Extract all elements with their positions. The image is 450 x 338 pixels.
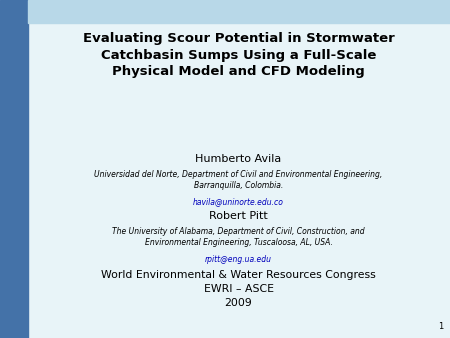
Bar bbox=[0, 0, 28, 338]
Text: rpitt@eng.ua.edu: rpitt@eng.ua.edu bbox=[205, 255, 272, 264]
Text: The University of Alabama, Department of Civil, Construction, and
Environmental : The University of Alabama, Department of… bbox=[112, 227, 365, 247]
Bar bbox=[28, 0, 450, 23]
Text: Evaluating Scour Potential in Stormwater
Catchbasin Sumps Using a Full-Scale
Phy: Evaluating Scour Potential in Stormwater… bbox=[83, 32, 394, 78]
Text: havila@uninorte.edu.co: havila@uninorte.edu.co bbox=[193, 197, 284, 206]
Text: Humberto Avila: Humberto Avila bbox=[195, 154, 282, 164]
Text: 1: 1 bbox=[438, 321, 443, 331]
Text: World Environmental & Water Resources Congress
EWRI – ASCE
2009: World Environmental & Water Resources Co… bbox=[101, 270, 376, 308]
Text: Robert Pitt: Robert Pitt bbox=[209, 211, 268, 221]
Text: Universidad del Norte, Department of Civil and Environmental Engineering,
Barran: Universidad del Norte, Department of Civ… bbox=[94, 170, 382, 190]
